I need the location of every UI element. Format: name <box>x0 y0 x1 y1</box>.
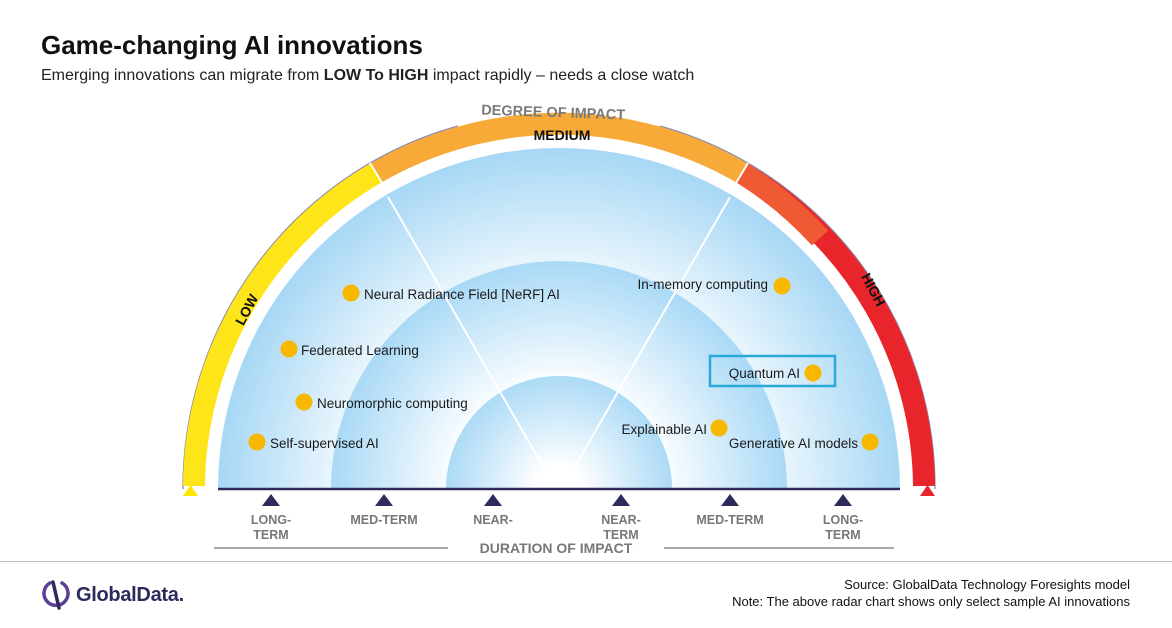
innovation-dot <box>804 364 822 382</box>
innovation-dot <box>710 419 728 437</box>
impact-medium-label: MEDIUM <box>534 127 591 143</box>
innovation-dot <box>342 284 360 302</box>
globaldata-wordmark: GlobalData. <box>76 583 184 606</box>
innovation-label: Neuromorphic computing <box>317 396 468 411</box>
impact-band-high-top <box>736 163 829 246</box>
innovation-label: Quantum AI <box>729 366 800 381</box>
page-title: Game-changing AI innovations <box>41 30 423 60</box>
innovation-dot <box>280 340 298 358</box>
duration-tick-icon <box>262 494 280 506</box>
subtitle-text-end: impact rapidly – needs a close watch <box>428 67 695 84</box>
duration-tick-label: TERM <box>603 528 638 542</box>
quantum-ai-highlight-box <box>708 354 837 388</box>
degree-of-impact-label: DEGREE OF IMPACT <box>481 102 626 123</box>
duration-tick-label: MED-TERM <box>696 513 763 527</box>
footer-divider <box>0 561 1172 562</box>
sector-line-right <box>572 196 731 471</box>
duration-tick-label: LONG- <box>823 513 863 527</box>
innovation-dot <box>861 433 879 451</box>
innovation-label: Self-supervised AI <box>270 436 379 451</box>
note-line: Note: The above radar chart shows only s… <box>732 594 1130 609</box>
impact-band-medium <box>370 112 748 183</box>
ring-inner <box>446 376 672 489</box>
innovation-label: Federated Learning <box>301 343 419 358</box>
duration-of-impact-label: DURATION OF IMPACT <box>480 540 633 556</box>
innovation-label: Generative AI models <box>729 436 858 451</box>
duration-tick-label: NEAR- <box>601 513 641 527</box>
duration-tick-icon <box>834 494 852 506</box>
band-divider-left <box>369 162 383 184</box>
innovation-dot <box>295 393 313 411</box>
globaldata-logo: GlobalData. <box>42 579 184 611</box>
high-end-marker-icon <box>920 485 935 496</box>
band-divider-right <box>735 162 749 184</box>
globaldata-mark-icon <box>42 580 70 610</box>
duration-tick-icon <box>612 494 630 506</box>
low-end-marker-icon <box>183 485 198 496</box>
impact-band-low <box>183 163 382 487</box>
innovation-label: In-memory computing <box>637 277 768 292</box>
duration-tick-icon <box>375 494 393 506</box>
center-hub <box>533 463 585 489</box>
innovation-label: Explainable AI <box>621 422 707 437</box>
page-subtitle: Emerging innovations can migrate from LO… <box>41 67 694 85</box>
sector-line-left <box>387 196 546 471</box>
innovation-dot <box>773 277 791 295</box>
duration-tick-label: TERM <box>253 528 288 542</box>
duration-tick-icon <box>484 494 502 506</box>
duration-tick-label: MED-TERM <box>350 513 417 527</box>
innovation-dot <box>248 433 266 451</box>
impact-band-low-fade <box>183 165 378 487</box>
duration-tick-label: NEAR- <box>473 513 513 527</box>
subtitle-text-start: Emerging innovations can migrate from <box>41 67 324 84</box>
subtitle-emphasis: LOW To HIGH <box>323 67 429 84</box>
ring-middle <box>331 261 787 489</box>
duration-tick-icon <box>721 494 739 506</box>
source-note: Source: GlobalData Technology Foresights… <box>732 576 1130 610</box>
duration-tick-label: TERM <box>825 528 860 542</box>
duration-tick-label: LONG- <box>251 513 291 527</box>
innovation-label: Neural Radiance Field [NeRF] AI <box>364 287 560 302</box>
source-line: Source: GlobalData Technology Foresights… <box>844 577 1130 592</box>
